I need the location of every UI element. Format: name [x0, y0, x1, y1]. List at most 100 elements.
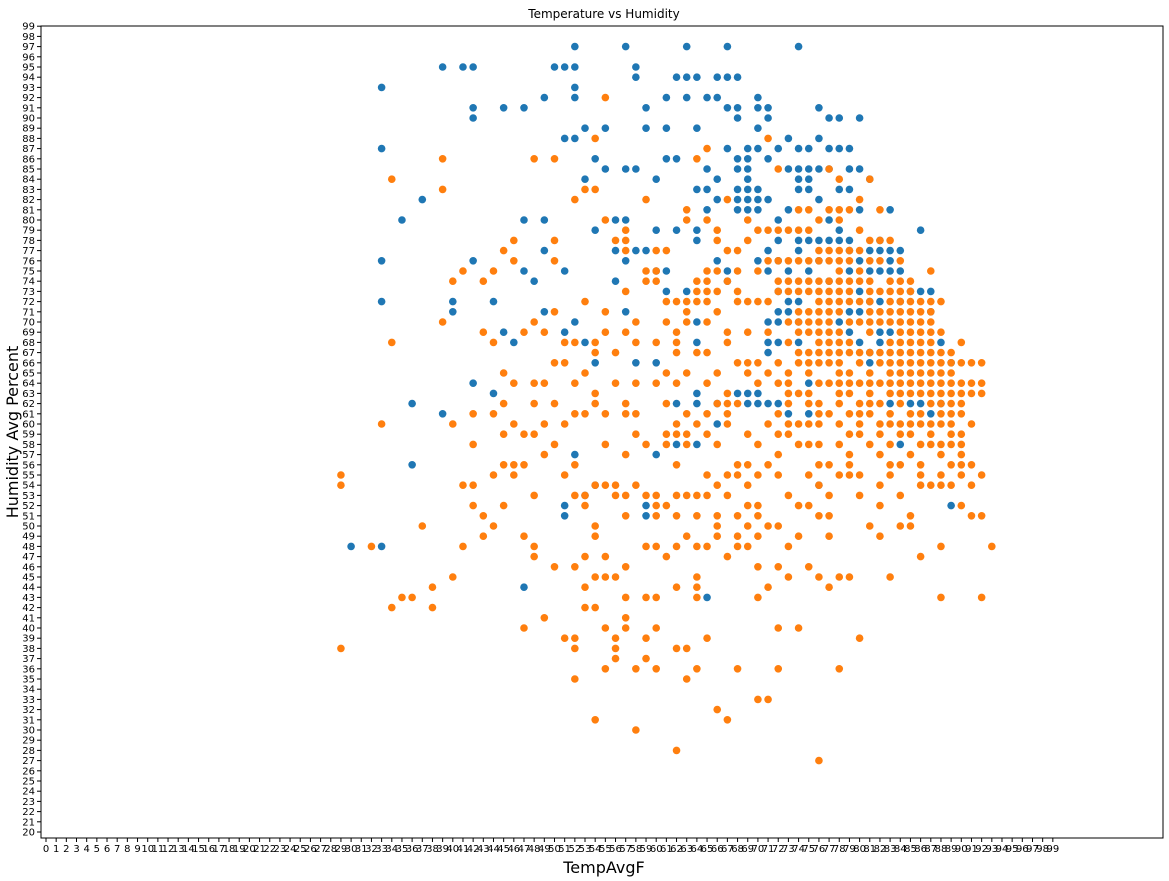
scatter-point-series-2: [937, 450, 945, 459]
scatter-point-series-2: [377, 420, 386, 428]
y-tick-label: 92: [22, 93, 35, 104]
scatter-point-series-1: [672, 73, 681, 81]
scatter-point-series-2: [845, 287, 854, 296]
y-tick-label: 65: [22, 369, 35, 380]
scatter-point-series-2: [835, 389, 844, 398]
scatter-point-series-2: [926, 328, 935, 337]
scatter-point-series-2: [672, 430, 681, 439]
scatter-point-series-2: [825, 257, 833, 265]
scatter-point-series-1: [835, 185, 844, 194]
scatter-point-series-2: [337, 471, 345, 479]
scatter-point-series-2: [865, 399, 874, 408]
y-tick-label: 75: [22, 267, 35, 278]
y-tick-label: 85: [22, 165, 35, 176]
y-tick-label: 81: [22, 205, 35, 216]
y-tick-label: 98: [22, 32, 35, 43]
scatter-point-series-2: [865, 440, 874, 449]
scatter-point-series-2: [835, 399, 844, 408]
scatter-point-series-2: [733, 287, 742, 296]
scatter-point-series-2: [896, 399, 905, 408]
y-tick-label: 24: [22, 787, 35, 798]
scatter-point-series-1: [743, 389, 752, 398]
scatter-point-series-2: [693, 297, 701, 306]
scatter-point-series-2: [937, 420, 945, 428]
x-tick-label: 83: [884, 844, 897, 855]
scatter-point-series-2: [682, 440, 691, 449]
scatter-point-series-2: [794, 501, 803, 510]
x-tick-label: 48: [528, 844, 541, 855]
scatter-point-series-1: [733, 195, 742, 204]
scatter-point-series-2: [835, 308, 844, 316]
scatter-point-series-2: [825, 512, 833, 520]
scatter-point-series-2: [591, 399, 599, 408]
scatter-point-series-1: [469, 63, 477, 71]
scatter-point-series-2: [469, 440, 477, 449]
y-tick-label: 59: [22, 430, 35, 441]
scatter-point-series-2: [896, 277, 905, 286]
scatter-point-series-2: [550, 563, 559, 571]
scatter-point-series-2: [632, 430, 640, 439]
scatter-point-series-1: [652, 359, 660, 367]
scatter-point-series-2: [560, 338, 569, 347]
scatter-point-series-1: [632, 73, 640, 81]
scatter-point-series-1: [774, 308, 783, 316]
scatter-point-series-2: [672, 644, 681, 653]
scatter-point-series-2: [906, 338, 915, 347]
scatter-point-series-2: [387, 338, 396, 347]
scatter-point-series-1: [662, 155, 671, 163]
scatter-point-series-2: [794, 440, 803, 449]
y-tick-label: 33: [22, 695, 35, 706]
scatter-point-series-2: [733, 461, 742, 469]
scatter-point-series-2: [723, 491, 732, 500]
scatter-point-series-2: [682, 644, 691, 653]
scatter-point-series-2: [672, 338, 681, 347]
scatter-point-series-2: [693, 287, 701, 296]
scatter-point-series-1: [642, 246, 650, 255]
y-axis: 2021222324252627282930313233343536373839…: [22, 22, 41, 839]
scatter-point-series-2: [977, 379, 986, 388]
x-tick-label: 82: [874, 844, 887, 855]
x-tick-label: 19: [233, 844, 246, 855]
scatter-point-series-2: [601, 93, 610, 102]
y-tick-label: 66: [22, 358, 35, 369]
scatter-point-series-2: [611, 634, 620, 642]
scatter-point-series-1: [550, 63, 559, 71]
scatter-point-series-1: [520, 267, 528, 275]
scatter-point-series-2: [499, 501, 508, 510]
scatter-point-series-2: [916, 369, 925, 377]
scatter-point-series-2: [977, 512, 986, 520]
x-tick-label: 0: [43, 844, 49, 855]
scatter-point-series-2: [957, 410, 966, 418]
scatter-point-series-2: [957, 471, 966, 479]
scatter-point-series-1: [835, 144, 844, 153]
scatter-point-series-2: [937, 348, 945, 357]
x-tick-label: 6: [104, 844, 110, 855]
scatter-point-series-2: [499, 399, 508, 408]
chart-title: Temperature vs Humidity: [527, 7, 679, 21]
scatter-point-series-1: [642, 501, 650, 510]
scatter-point-series-2: [642, 593, 650, 602]
scatter-point-series-2: [815, 440, 823, 449]
scatter-point-series-2: [550, 236, 559, 245]
scatter-point-series-2: [774, 563, 783, 571]
scatter-point-series-2: [662, 297, 671, 306]
scatter-point-series-2: [794, 420, 803, 428]
scatter-point-series-2: [794, 624, 803, 632]
scatter-point-series-2: [632, 410, 640, 418]
scatter-point-series-2: [743, 501, 752, 510]
scatter-point-series-2: [947, 359, 955, 367]
y-tick-label: 35: [22, 675, 35, 686]
scatter-point-series-1: [642, 124, 650, 132]
scatter-point-series-2: [855, 297, 864, 306]
scatter-point-series-1: [845, 267, 854, 275]
scatter-point-series-1: [865, 359, 874, 367]
scatter-point-series-2: [855, 246, 864, 255]
scatter-point-series-1: [733, 73, 742, 81]
scatter-point-series-2: [632, 338, 640, 347]
scatter-point-series-2: [733, 532, 742, 540]
scatter-point-series-2: [581, 491, 589, 500]
x-axis-label: TempAvgF: [562, 858, 644, 877]
scatter-point-series-2: [672, 542, 681, 551]
scatter-point-series-2: [632, 665, 640, 673]
scatter-point-series-2: [611, 573, 620, 581]
